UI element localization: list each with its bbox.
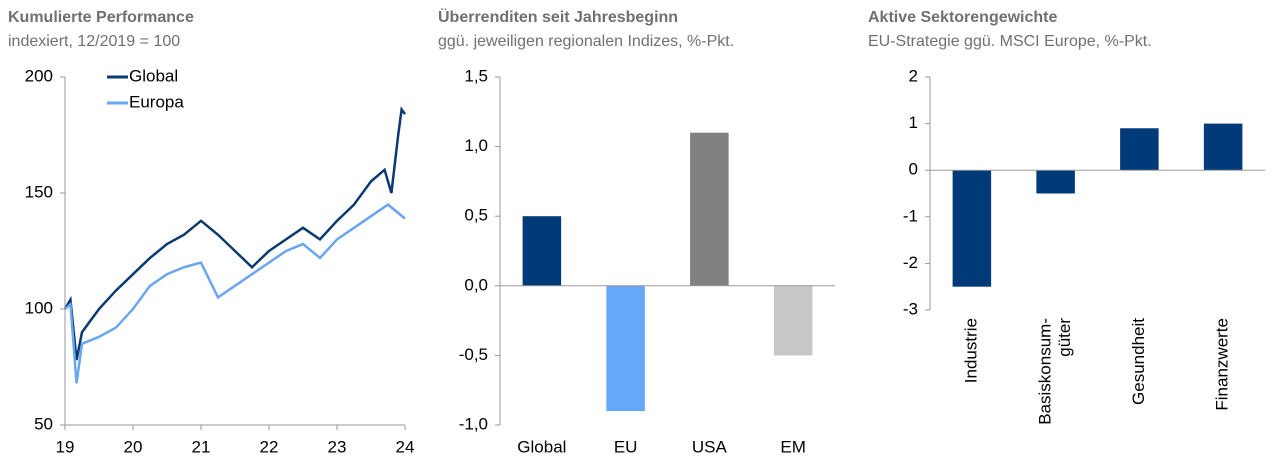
y-tick-label: 0 — [909, 160, 918, 179]
x-tick-label: 24 — [396, 437, 415, 456]
bar — [1120, 128, 1159, 171]
y-tick-label: 50 — [34, 414, 53, 433]
x-tick-label: 21 — [192, 437, 211, 456]
x-tick-label: 23 — [328, 437, 347, 456]
x-tick-label: 20 — [124, 437, 143, 456]
chart-subtitle: EU-Strategie ggü. MSCI Europe, %-Pkt. — [868, 33, 1152, 50]
x-tick-label: 19 — [56, 437, 75, 456]
x-tick-label: EM — [780, 437, 806, 456]
bar — [522, 216, 562, 286]
bar — [952, 170, 992, 287]
legend-label: Global — [129, 66, 178, 85]
y-tick-label: -1 — [903, 206, 918, 225]
chart-title: Aktive Sektorengewichte — [868, 9, 1058, 26]
y-tick-label: 1 — [909, 113, 918, 132]
y-tick-label: -1,0 — [459, 414, 488, 433]
y-tick-label: -3 — [903, 299, 918, 318]
chart-title: Überrenditen seit Jahresbeginn — [438, 7, 678, 26]
x-tick-label: Basiskonsum-güter — [1036, 318, 1075, 425]
y-tick-label: 1,0 — [464, 136, 488, 155]
chart-subtitle: ggü. jeweiligen regionalen Indizes, %-Pk… — [438, 33, 734, 50]
y-tick-label: 1,5 — [464, 66, 488, 85]
bar — [606, 285, 645, 412]
x-tick-label: 22 — [260, 437, 279, 456]
chart-title: Kumulierte Performance — [8, 9, 194, 26]
legend-label: Europa — [129, 92, 184, 111]
y-tick-label: 200 — [25, 66, 53, 85]
x-tick-label: Finanzwerte — [1213, 318, 1232, 411]
chart-subtitle: indexiert, 12/2019 = 100 — [8, 33, 180, 50]
y-tick-label: 0,0 — [464, 275, 488, 294]
x-tick-label: Gesundheit — [1129, 318, 1148, 405]
bar — [1036, 170, 1075, 194]
bar — [773, 285, 813, 356]
y-tick-label: 100 — [25, 298, 53, 317]
y-tick-label: 150 — [25, 182, 53, 201]
line — [64, 203, 406, 384]
x-tick-label: Global — [517, 437, 566, 456]
y-tick-label: 0,5 — [464, 206, 488, 225]
line — [63, 106, 407, 361]
y-tick-label: -0,5 — [459, 345, 488, 364]
x-tick-label: EU — [614, 437, 638, 456]
bar — [1203, 123, 1243, 171]
y-tick-label: 2 — [909, 66, 918, 85]
x-tick-label: USA — [692, 437, 728, 456]
x-tick-label: Industrie — [961, 318, 980, 383]
bar — [690, 132, 729, 286]
y-tick-label: -2 — [903, 253, 918, 272]
